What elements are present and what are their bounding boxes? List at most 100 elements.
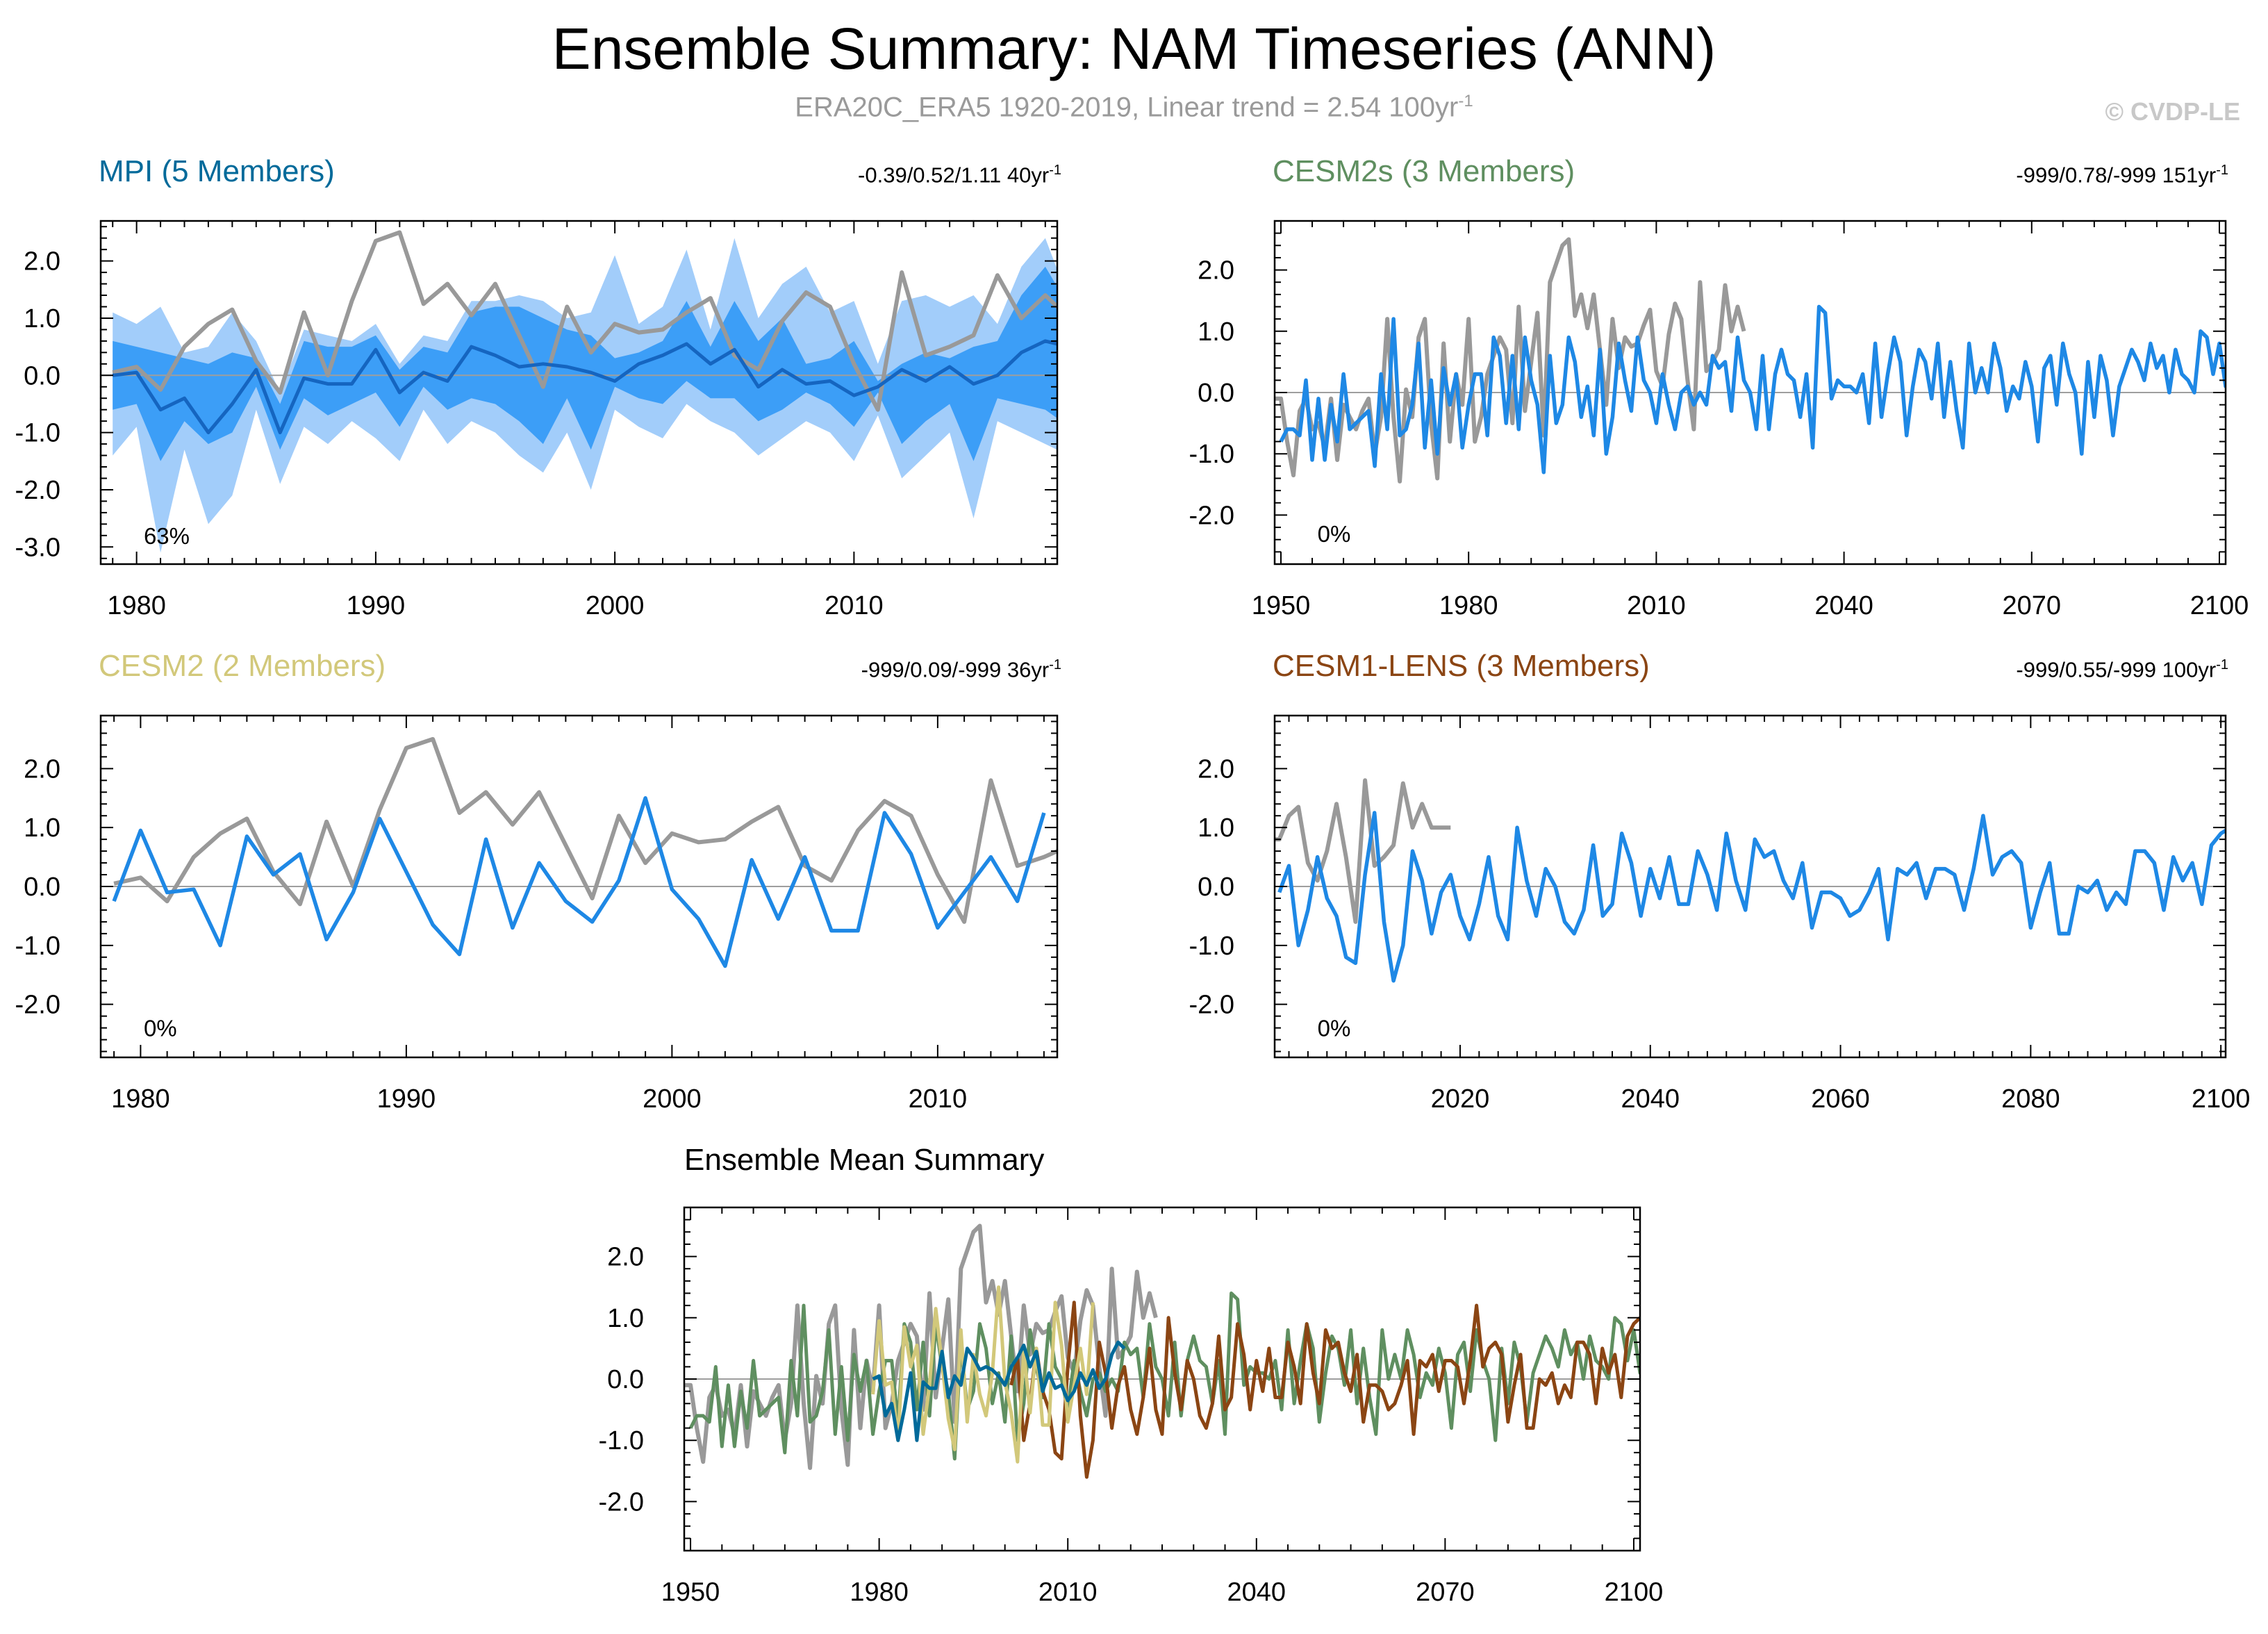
x-tick-label: 1990 [347,591,406,620]
page-subtitle: ERA20C_ERA5 1920-2019, Linear trend = 2.… [0,92,2268,123]
panel-cesm2: 1980 1990 2000 2010 -2.0 -1.0 0.0 1.0 2.0 0% [15,714,1059,1114]
y-tick-label: 0.0 [1198,379,1234,408]
stats-sup: -1 [1049,163,1061,178]
series-line-obs [112,230,1057,412]
series-line-obs [1275,778,1451,924]
y-tick-label: 1.0 [24,814,60,843]
y-tick-label: -1.0 [1189,932,1234,961]
stats-text: -999/0.55/-999 100yr [2016,657,2217,682]
percent-label: 63% [144,523,190,549]
spread-inner-band [113,266,1057,461]
panel-cesm2s: 1950 1980 2010 2040 2070 2100 -2.0 -1.0 0.0 1.0 2.… [1189,220,2249,620]
x-tick-label: 2010 [825,591,884,620]
panel-title-mpi: MPI (5 Members) [99,154,335,188]
percent-label: 0% [1318,1016,1351,1041]
y-tick-label: -2.0 [1189,501,1234,530]
x-tick-label: 1950 [1252,591,1311,620]
x-tick-label: 2000 [643,1084,702,1114]
y-tick-label: 0.0 [24,361,60,390]
y-tick-label: 1.0 [24,304,60,333]
panel-mpi: 1980 1990 2000 2010 -3.0 -2.0 -1.0 0.0 1.0 2.0 63% [15,220,1059,620]
y-tick-label: 2.0 [24,247,60,277]
x-tick-label: 2070 [1416,1578,1475,1607]
x-tick-label: 2000 [586,591,645,620]
plot-area-cesm2 [101,736,1057,968]
stats-text: -0.39/0.52/1.11 40yr [858,163,1050,188]
y-tick-label: 2.0 [1198,754,1234,784]
series-line-model [112,796,1046,968]
x-tick-label: 2080 [2001,1084,2060,1114]
y-tick-label: 0.0 [24,873,60,902]
y-tick-label: 2.0 [24,754,60,784]
x-tick-label: 1950 [661,1578,720,1607]
series-line-mpi [872,1340,1126,1442]
x-tick-label: 2040 [1227,1578,1286,1607]
series-line-cesm1 [1009,1301,1640,1479]
x-tick-label: 1980 [107,591,166,620]
x-tick-label: 2100 [2192,1084,2251,1114]
copyright-label: © CVDP-LE [2105,97,2240,126]
x-tick-label: 2010 [1627,591,1686,620]
x-tick-label: 1980 [111,1084,170,1114]
series-line-mean [112,339,1057,435]
series-line-obs [684,1223,1158,1470]
x-tick-label: 1980 [1439,591,1498,620]
subtitle-text: ERA20C_ERA5 1920-2019, Linear trend = 2.… [795,92,1459,123]
panel-stats-cesm2s: -999/0.78/-999 151yr-1 [2016,163,2228,188]
page-title: Ensemble Summary: NAM Timeseries (ANN) [552,16,1716,81]
y-tick-label: -1.0 [599,1426,644,1455]
x-tick-label: 2040 [1814,591,1873,620]
y-tick-label: 0.0 [1198,873,1234,902]
series-line-model [1277,811,2226,983]
series-line-model [1279,304,2226,474]
series-line-cesm2s [688,1291,1640,1461]
percent-label: 0% [1318,521,1351,547]
y-tick-label: -1.0 [15,932,60,961]
x-tick-label: 2010 [909,1084,968,1114]
stats-sup: -1 [2216,657,2228,672]
stats-sup: -1 [1049,657,1061,672]
x-tick-label: 2040 [1621,1084,1680,1114]
series-line-obs [1275,237,1746,484]
y-tick-label: 2.0 [607,1243,644,1272]
percent-label: 0% [144,1016,177,1041]
subtitle-superscript: -1 [1458,92,1473,110]
x-tick-label: 2060 [1811,1084,1870,1114]
stats-text: -999/0.78/-999 151yr [2016,163,2217,188]
x-tick-label: 2020 [1431,1084,1490,1114]
x-tick-label: 2010 [1038,1578,1098,1607]
panel-title-cesm2: CESM2 (2 Members) [99,649,386,683]
x-tick-label: 1990 [377,1084,436,1114]
panel-stats-cesm1: -999/0.55/-999 100yr-1 [2016,657,2228,682]
stats-text: -999/0.09/-999 36yr [861,657,1050,682]
x-tick-label: 1980 [850,1578,909,1607]
panel-title-cesm1: CESM1-LENS (3 Members) [1273,649,1650,683]
y-tick-label: -2.0 [15,476,60,505]
x-tick-label: 2070 [2003,591,2062,620]
y-tick-label: -1.0 [1189,440,1234,469]
y-tick-label: 1.0 [607,1304,644,1333]
plot-area-mpi [101,230,1057,553]
y-tick-label: 2.0 [1198,256,1234,286]
panel-stats-cesm2: -999/0.09/-999 36yr-1 [861,657,1061,682]
series-line-cesm2 [871,1285,1095,1464]
panel-cesm1: 2020 2040 2060 2080 2100 -2.0 -1.0 0.0 1.0 2.0 0% [1189,714,2251,1114]
plot-area-cesm2s [1275,237,2226,484]
panel-title-summary: Ensemble Mean Summary [684,1143,1045,1177]
y-tick-label: 1.0 [1198,317,1234,347]
y-tick-label: -2.0 [599,1487,644,1517]
series-line-obs [113,736,1057,924]
y-tick-label: -2.0 [1189,991,1234,1020]
plot-frame [99,220,1059,566]
y-tick-label: -3.0 [15,533,60,562]
y-tick-label: -1.0 [15,419,60,448]
panel-summary: 1950 1980 2010 2040 2070 2100 -2.0 -1.0 0.0 1.0 2.… [599,1206,1664,1607]
x-tick-label: 2100 [2190,591,2249,620]
x-tick-label: 2100 [1605,1578,1664,1607]
y-tick-label: 0.0 [607,1365,644,1394]
y-tick-label: -2.0 [15,991,60,1020]
stats-sup: -1 [2216,163,2228,178]
y-tick-label: 1.0 [1198,814,1234,843]
plot-area-summary [684,1223,1640,1479]
